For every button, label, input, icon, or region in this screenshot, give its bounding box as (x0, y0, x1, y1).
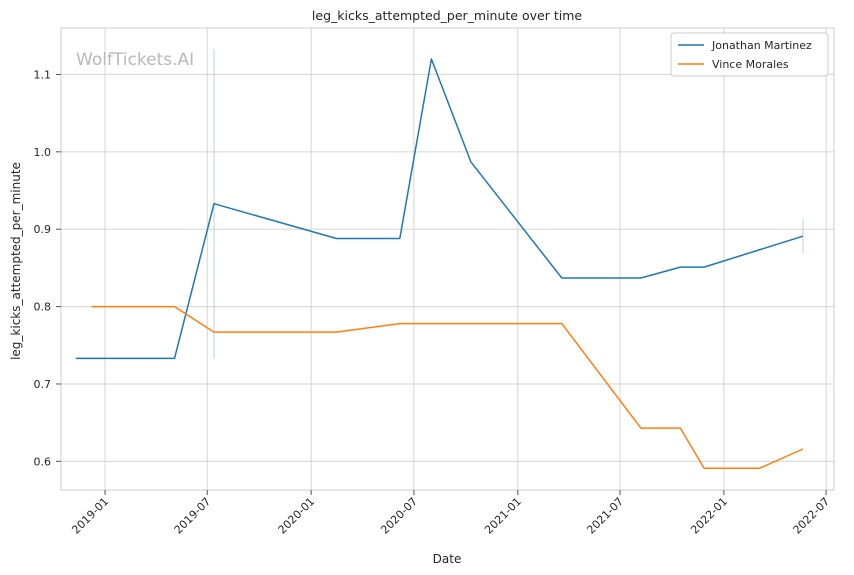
x-axis-label: Date (433, 552, 462, 566)
y-axis-ticks: 0.6 0.7 0.8 0.9 1.0 1.1 (34, 68, 61, 468)
y-tick-label: 0.8 (34, 301, 52, 314)
legend-label: Jonathan Martinez (711, 39, 812, 52)
series-line (75, 58, 804, 360)
watermark: WolfTickets.AI (76, 50, 194, 70)
y-tick-label: 1.0 (34, 146, 52, 159)
legend: Jonathan Martinez Vince Morales (670, 32, 829, 77)
series-line (91, 305, 804, 470)
series-lines (75, 58, 804, 470)
y-tick-label: 0.9 (34, 223, 52, 236)
y-axis-label: leg_kicks_attempted_per_minute (9, 162, 23, 360)
grid-lines (61, 28, 834, 490)
plot-frame (60, 27, 835, 491)
legend-label: Vince Morales (712, 58, 789, 71)
y-tick-label: 0.7 (34, 378, 52, 391)
y-tick-label: 1.1 (34, 68, 52, 81)
y-tick-label: 0.6 (34, 455, 52, 468)
legend-box (670, 32, 829, 77)
chart-title: leg_kicks_attempted_per_minute over time (312, 8, 582, 23)
